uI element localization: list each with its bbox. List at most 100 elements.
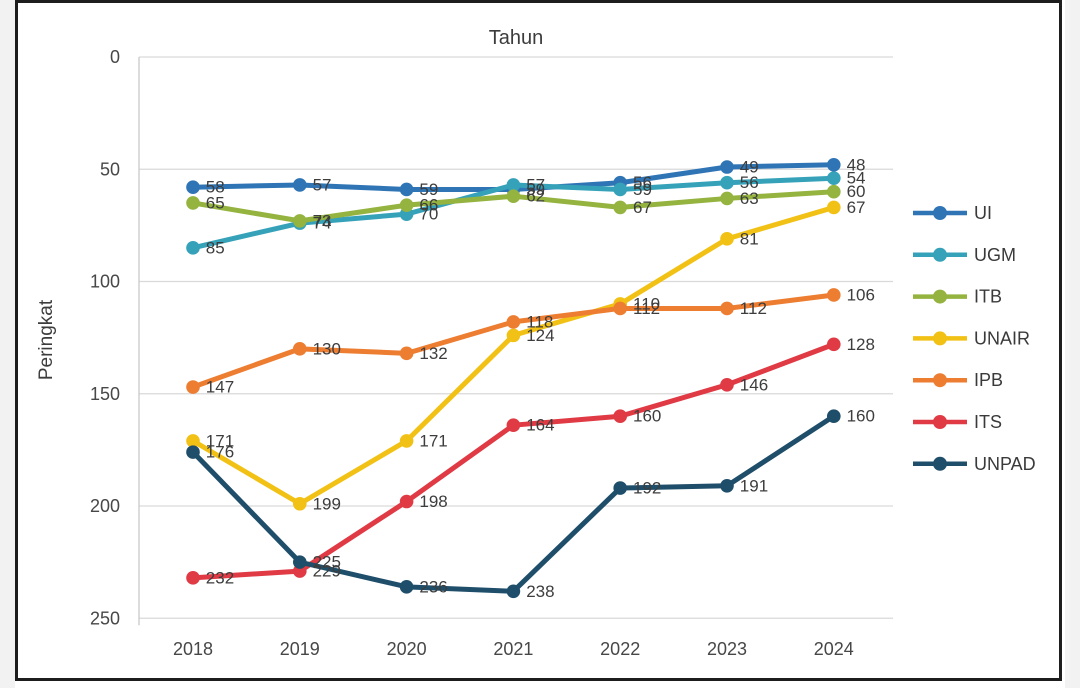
x-tick-2020: 2020 bbox=[387, 639, 427, 659]
series-marker-UI-2023 bbox=[720, 160, 734, 174]
series-marker-UNPAD-2020 bbox=[399, 580, 414, 594]
data-label-ITS-2021: 164 bbox=[526, 416, 554, 435]
data-label-UGM-2023: 56 bbox=[740, 173, 759, 192]
legend: UI UGM ITB UNAIR IPB ITS UNPAD bbox=[913, 203, 1036, 474]
x-tick-2022: 2022 bbox=[600, 639, 640, 659]
legend-label-IPB: IPB bbox=[974, 370, 1003, 390]
series-line-UNPAD bbox=[190, 413, 837, 594]
data-label-UNAIR-2024: 67 bbox=[847, 198, 866, 217]
series-marker-ITS-2024 bbox=[827, 337, 841, 352]
x-tick-2021: 2021 bbox=[493, 639, 533, 659]
series-marker-ITB-2023 bbox=[720, 191, 734, 206]
series-marker-UI-2019 bbox=[293, 178, 307, 192]
series-marker-ITS-2018 bbox=[186, 571, 200, 585]
data-label-UI-2024: 48 bbox=[847, 155, 866, 174]
legend-label-UGM: UGM bbox=[974, 245, 1016, 265]
legend-item-IPB: IPB bbox=[913, 370, 1003, 390]
series-marker-IPB-2021 bbox=[506, 315, 521, 329]
data-label-IPB-2018: 147 bbox=[206, 378, 234, 397]
legend-marker-UNPAD bbox=[933, 456, 947, 471]
data-label-ITS-2023: 146 bbox=[740, 375, 768, 394]
data-label-UI-2021: 59 bbox=[526, 180, 545, 199]
legend-marker-UI bbox=[933, 206, 947, 220]
data-label-UGM-2021: 57 bbox=[526, 175, 545, 194]
data-label-UI-2019: 57 bbox=[313, 175, 332, 194]
series-marker-UGM-2022 bbox=[613, 182, 627, 197]
data-label-UI-2018: 58 bbox=[206, 178, 225, 197]
data-label-UNAIR-2020: 171 bbox=[419, 431, 447, 450]
data-label-IPB-2020: 132 bbox=[419, 344, 447, 363]
series-marker-IPB-2022 bbox=[613, 301, 627, 316]
series-marker-IPB-2023 bbox=[720, 301, 734, 316]
series-marker-ITS-2022 bbox=[613, 409, 627, 424]
data-label-UGM-2020: 70 bbox=[419, 205, 438, 224]
data-label-ITB-2021: 62 bbox=[526, 187, 545, 206]
data-label-UGM-2022: 59 bbox=[633, 180, 652, 199]
legend-label-ITB: ITB bbox=[974, 287, 1002, 307]
legend-label-UI: UI bbox=[974, 203, 992, 223]
series-marker-ITB-2020 bbox=[399, 198, 414, 212]
series-marker-IPB-2018 bbox=[186, 380, 200, 394]
data-label-UNPAD-2023: 191 bbox=[740, 476, 768, 495]
legend-item-UI: UI bbox=[913, 203, 992, 223]
data-label-UNPAD-2018: 176 bbox=[206, 443, 234, 462]
data-label-UGM-2024: 54 bbox=[847, 169, 866, 188]
series-marker-IPB-2019 bbox=[293, 342, 307, 356]
series-line-UNAIR bbox=[190, 204, 837, 507]
legend-marker-ITS bbox=[933, 415, 947, 429]
data-label-UNAIR-2019: 199 bbox=[313, 494, 341, 513]
data-label-UNPAD-2019: 225 bbox=[313, 553, 341, 572]
y-tick-50: 50 bbox=[100, 159, 120, 179]
series-marker-UNAIR-2020 bbox=[399, 434, 414, 448]
page-gutter-right bbox=[1065, 0, 1080, 688]
data-label-ITB-2024: 60 bbox=[847, 182, 866, 201]
tick-labels: 0 50 100 150 200 250 2018 2019 2020 2021 2022 2023 2… bbox=[90, 47, 854, 659]
series-marker-ITB-2022 bbox=[613, 200, 627, 215]
series-marker-UI-2020 bbox=[399, 182, 414, 197]
y-tick-250: 250 bbox=[90, 608, 120, 628]
y-tick-0: 0 bbox=[110, 47, 120, 67]
data-label-UNPAD-2020: 236 bbox=[419, 577, 447, 596]
legend-marker-UGM bbox=[933, 247, 947, 262]
data-label-IPB-2023: 112 bbox=[740, 299, 767, 318]
series-line-ITS bbox=[190, 341, 837, 581]
series-marker-UNAIR-2021 bbox=[506, 328, 521, 343]
series-marker-ITB-2019 bbox=[293, 214, 307, 228]
legend-marker-ITB bbox=[933, 289, 947, 304]
series-marker-IPB-2020 bbox=[399, 346, 414, 361]
data-label-UI-2022: 56 bbox=[633, 173, 652, 192]
data-label-ITB-2018: 65 bbox=[206, 193, 225, 212]
series-marker-ITS-2021 bbox=[506, 418, 521, 432]
series-marker-UNPAD-2021 bbox=[506, 584, 521, 599]
series-marker-UNPAD-2024 bbox=[827, 409, 841, 424]
series-marker-ITB-2024 bbox=[827, 184, 841, 199]
data-label-ITB-2020: 66 bbox=[419, 196, 438, 215]
legend-marker-IPB bbox=[933, 373, 947, 388]
series-marker-IPB-2024 bbox=[827, 288, 841, 302]
data-label-IPB-2024: 106 bbox=[847, 285, 875, 304]
data-label-UI-2020: 59 bbox=[419, 180, 438, 199]
legend-item-ITS: ITS bbox=[913, 412, 1002, 432]
series-marker-ITS-2023 bbox=[720, 377, 734, 392]
series-marker-UNPAD-2023 bbox=[720, 478, 734, 493]
data-label-UNAIR-2021: 124 bbox=[526, 326, 554, 345]
series-marker-UNAIR-2024 bbox=[827, 200, 841, 215]
x-tick-2024: 2024 bbox=[814, 639, 854, 659]
legend-item-ITB: ITB bbox=[913, 287, 1002, 307]
data-label-UNAIR-2023: 81 bbox=[740, 229, 759, 248]
series-marker-UNAIR-2018 bbox=[186, 434, 200, 448]
x-tick-2019: 2019 bbox=[280, 639, 320, 659]
data-label-UNPAD-2024: 160 bbox=[847, 407, 875, 426]
data-label-UNPAD-2021: 238 bbox=[526, 582, 554, 601]
series-lines bbox=[186, 157, 841, 599]
series-marker-UI-2018 bbox=[186, 180, 200, 195]
data-label-ITB-2023: 63 bbox=[740, 189, 759, 208]
legend-label-UNAIR: UNAIR bbox=[974, 328, 1030, 348]
data-label-UGM-2018: 85 bbox=[206, 238, 225, 257]
y-tick-100: 100 bbox=[90, 272, 120, 292]
series-marker-ITB-2018 bbox=[186, 196, 200, 210]
data-label-UNAIR-2018: 171 bbox=[206, 431, 234, 450]
series-marker-UGM-2023 bbox=[720, 175, 734, 190]
data-label-ITS-2020: 198 bbox=[419, 492, 447, 511]
